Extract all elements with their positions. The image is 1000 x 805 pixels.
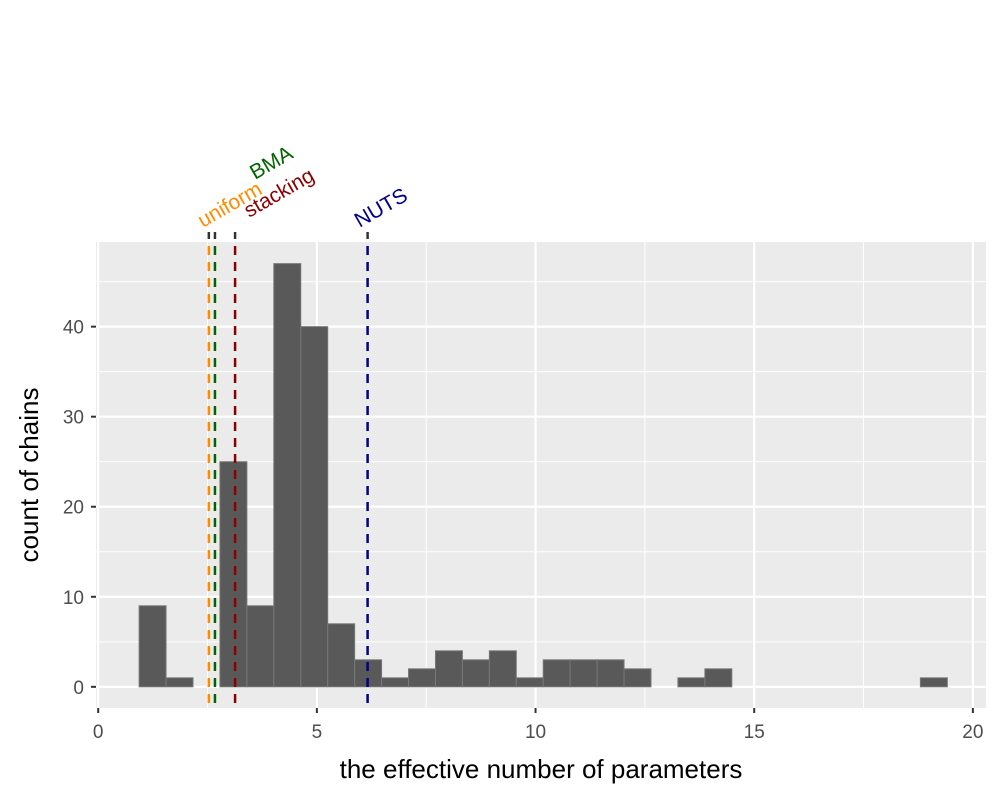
- histogram-bar: [165, 677, 194, 688]
- x-tick-label: 15: [744, 722, 765, 743]
- x-tick-label: 0: [93, 722, 104, 743]
- x-tick-label: 10: [525, 722, 546, 743]
- histogram-bar: [300, 326, 329, 688]
- y-axis-label: count of chains: [14, 388, 44, 563]
- histogram-bar: [408, 668, 436, 688]
- histogram-bar: [623, 668, 652, 688]
- y-tick-label: 30: [63, 408, 84, 429]
- histogram-bar: [919, 677, 948, 688]
- y-tick-label: 20: [63, 498, 84, 519]
- vline-label-NUTS: NUTS: [351, 184, 412, 233]
- histogram-bar: [515, 677, 544, 688]
- histogram-bar: [569, 659, 598, 688]
- x-tick-label: 20: [962, 722, 983, 743]
- x-tick-label: 5: [312, 722, 323, 743]
- histogram-bar: [246, 605, 275, 688]
- histogram-bar: [219, 461, 248, 688]
- x-axis-label: the effective number of parameters: [340, 754, 743, 784]
- histogram-bar: [138, 605, 167, 688]
- histogram-bar: [434, 650, 463, 688]
- histogram-bar: [596, 659, 625, 688]
- histogram-bar: [273, 263, 302, 688]
- histogram-bar: [677, 677, 706, 688]
- y-tick-label: 40: [63, 318, 84, 339]
- histogram-bar: [381, 677, 410, 688]
- histogram-bar: [461, 659, 490, 688]
- histogram-bar: [327, 623, 356, 688]
- histogram-bar: [704, 668, 733, 688]
- histogram-bar: [542, 659, 571, 688]
- y-tick-label: 10: [63, 588, 84, 609]
- histogram-bar: [488, 650, 517, 688]
- y-tick-label: 0: [73, 678, 84, 699]
